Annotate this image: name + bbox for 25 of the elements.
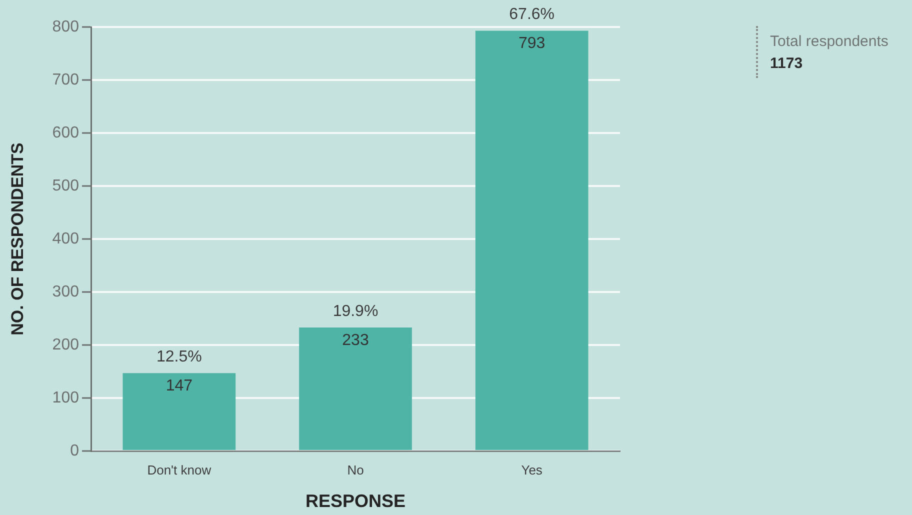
text: 1173 xyxy=(770,54,804,74)
x-tick-label: Yes xyxy=(521,462,543,478)
annotation: 67.6% xyxy=(509,6,555,24)
y-tick-label: 200 xyxy=(52,336,80,354)
y-tick-label: 600 xyxy=(52,124,80,142)
x-tick-label: Don't know xyxy=(147,462,212,478)
y-tick-label: 400 xyxy=(52,230,80,248)
y-tick-label: 0 xyxy=(70,442,80,460)
data-label: 233 xyxy=(342,332,369,349)
y-tick-label: 800 xyxy=(52,18,80,36)
y-tick-label: 300 xyxy=(52,283,80,300)
annotation: 12.5% xyxy=(156,348,202,366)
y-tick-label: 500 xyxy=(52,177,80,194)
data-label: 793 xyxy=(518,35,546,52)
x-tick-label: No xyxy=(347,462,364,478)
y-axis-title: NO. OF RESPONDENTS xyxy=(8,142,27,336)
data-label: 147 xyxy=(166,377,193,394)
x-axis-title: RESPONSE xyxy=(305,491,406,512)
annotation: 19.9% xyxy=(332,302,378,320)
y-tick-label: 700 xyxy=(52,71,80,88)
text: Total respondents xyxy=(770,32,888,52)
bar xyxy=(299,328,412,450)
y-tick-label: 100 xyxy=(52,389,80,406)
bar xyxy=(475,30,588,450)
bar xyxy=(122,373,236,450)
